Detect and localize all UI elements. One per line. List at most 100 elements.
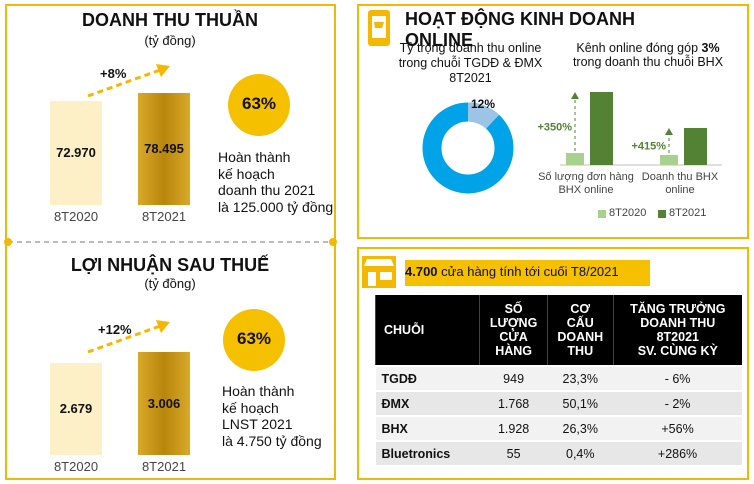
- note-line: Hoàn thành: [218, 149, 291, 165]
- donut-base: [422, 102, 514, 194]
- value-label: 78.495: [144, 141, 184, 156]
- table-cell: 26,3%: [547, 415, 614, 441]
- bar: [660, 155, 678, 165]
- table-cell: 23,3%: [547, 365, 614, 391]
- revenue-growth: +8%: [100, 66, 127, 81]
- arrow-head: [665, 128, 673, 135]
- caption-text: trong doanh thu chuỗi BHX: [572, 55, 724, 69]
- table-cell: 1.928: [479, 415, 548, 441]
- table-cell: 949: [479, 365, 548, 391]
- shop-icon: [362, 256, 396, 288]
- online-panel: [357, 4, 749, 239]
- header-line: CƠ: [570, 302, 591, 316]
- share-label: 12%: [471, 97, 496, 111]
- header-line: CHUỖI: [384, 323, 425, 337]
- bar: [50, 363, 102, 455]
- profit-growth: +12%: [98, 322, 132, 337]
- store-panel: [357, 247, 749, 480]
- category-label: Doanh thu BHX: [641, 171, 719, 183]
- profit-unit: (tỷ đồng): [144, 276, 196, 291]
- share-caption: Tỷ trọng doanh thu online: [399, 41, 542, 55]
- table-cell: +286%: [613, 440, 742, 465]
- revenue-completion: 63%: [241, 94, 277, 113]
- table-cell: 0,4%: [547, 440, 614, 465]
- table-cell: ĐMX: [375, 390, 480, 416]
- category-label: 8T2021: [141, 459, 187, 474]
- revenue-title: DOANH THU THUẦN: [82, 10, 258, 30]
- table-cell: +56%: [613, 415, 742, 441]
- legend-label: 8T2020: [609, 207, 647, 219]
- bar: [138, 352, 190, 455]
- completion-circle: [228, 74, 290, 136]
- legend-swatch: [658, 210, 666, 218]
- store-count: 4.700: [405, 264, 438, 279]
- caption-text: Kênh online đóng góp: [576, 41, 699, 55]
- header-line: DOANH THU: [640, 316, 716, 330]
- value-label: 72.970: [56, 144, 96, 160]
- note-line: là 4.750 tỷ đồng: [222, 432, 322, 449]
- table-cell: 50,1%: [547, 390, 614, 416]
- note-line: LNST 2021: [222, 416, 293, 432]
- header-row: CHUỖI SỐ LƯỢNG CỬA HÀNG CƠ CẤU DOANH THU TĂNG TRƯ…: [374, 295, 742, 366]
- header-line: CẤU: [566, 316, 594, 330]
- bar: [138, 93, 190, 205]
- table-cell: TGDĐ: [375, 365, 480, 391]
- dot: [329, 238, 337, 246]
- header-cell: SỐ LƯỢNG CỬA HÀNG: [479, 295, 548, 366]
- category-label: BHX online: [558, 184, 614, 196]
- dot: [4, 238, 12, 246]
- profit-title: LỢI NHUẬN SAU THUẾ: [70, 255, 270, 275]
- phone-icon: [368, 10, 390, 46]
- bar: [590, 92, 613, 165]
- table-cell: 1.768: [479, 390, 548, 416]
- header-cell: CHUỖI: [374, 295, 480, 366]
- store-banner-text: 4.700 cửa hàng tính tới cuối T8/2021: [405, 264, 619, 279]
- donut-segment: [467, 102, 500, 130]
- header-cell: TĂNG TRƯỞNG DOANH THU 8T2021 SV. CÙNG KỲ: [612, 295, 742, 366]
- growth-arrow: [87, 68, 161, 354]
- contribution-caption: Kênh online đóng góp 3% trong doanh thu c…: [558, 41, 738, 69]
- table-row: BHX 1.928 26,3% +56%: [375, 415, 742, 441]
- value-label: 3.006: [147, 395, 181, 411]
- legend-label: 8T2021: [669, 207, 707, 219]
- table-cell: Bluetronics: [375, 440, 480, 465]
- table-cell: BHX: [375, 415, 480, 441]
- bar: [684, 128, 707, 165]
- note-line: kế hoạch: [222, 399, 279, 416]
- bar: [50, 100, 102, 205]
- table-row: ĐMX 1.768 50,1% - 2%: [375, 390, 742, 416]
- table-row: Bluetronics 55 0,4% +286%: [375, 440, 742, 465]
- category-label: 8T2020: [53, 209, 99, 224]
- header-line: CỬA: [499, 330, 528, 344]
- online-title: HOẠT ĐỘNG KINH DOANH ONLINE: [405, 9, 635, 50]
- revenue-unit: (tỷ đồng): [144, 33, 196, 48]
- arrow-head: [571, 92, 579, 99]
- header-line: THU: [567, 344, 594, 358]
- header-line: SV. CÙNG KỲ: [637, 344, 718, 358]
- header-line: HÀNG: [495, 344, 532, 358]
- header-line: SỐ: [504, 302, 523, 316]
- growth-label: +415%: [631, 141, 666, 153]
- header-line: DOANH: [557, 330, 604, 344]
- growth-label: +350%: [537, 122, 572, 134]
- table-cell: 55: [479, 440, 548, 465]
- note-line: kế hoạch: [218, 165, 275, 182]
- table-cell: - 6%: [613, 365, 742, 391]
- store-table: CHUỖI SỐ LƯỢNG CỬA HÀNG CƠ CẤU DOANH THU TĂNG TRƯ…: [374, 295, 742, 465]
- note-line: là 125.000 tỷ đồng: [218, 198, 334, 215]
- note-line: doanh thu 2021: [218, 182, 316, 198]
- table-cell: - 2%: [613, 390, 742, 416]
- share-caption: trong chuỗi TGDĐ & ĐMX: [398, 56, 543, 70]
- legend-swatch: [598, 210, 606, 218]
- category-label: Số lượng đơn hàng: [538, 171, 634, 183]
- header-line: 8T2021: [656, 330, 699, 344]
- category-label: 8T2021: [141, 209, 187, 224]
- header-line: TĂNG TRƯỞNG: [630, 302, 726, 316]
- profit-completion: 63%: [236, 329, 272, 348]
- bar: [566, 153, 584, 165]
- completion-circle: [223, 309, 285, 371]
- share-caption: 8T2021: [449, 71, 492, 85]
- arrow-head: [156, 64, 170, 77]
